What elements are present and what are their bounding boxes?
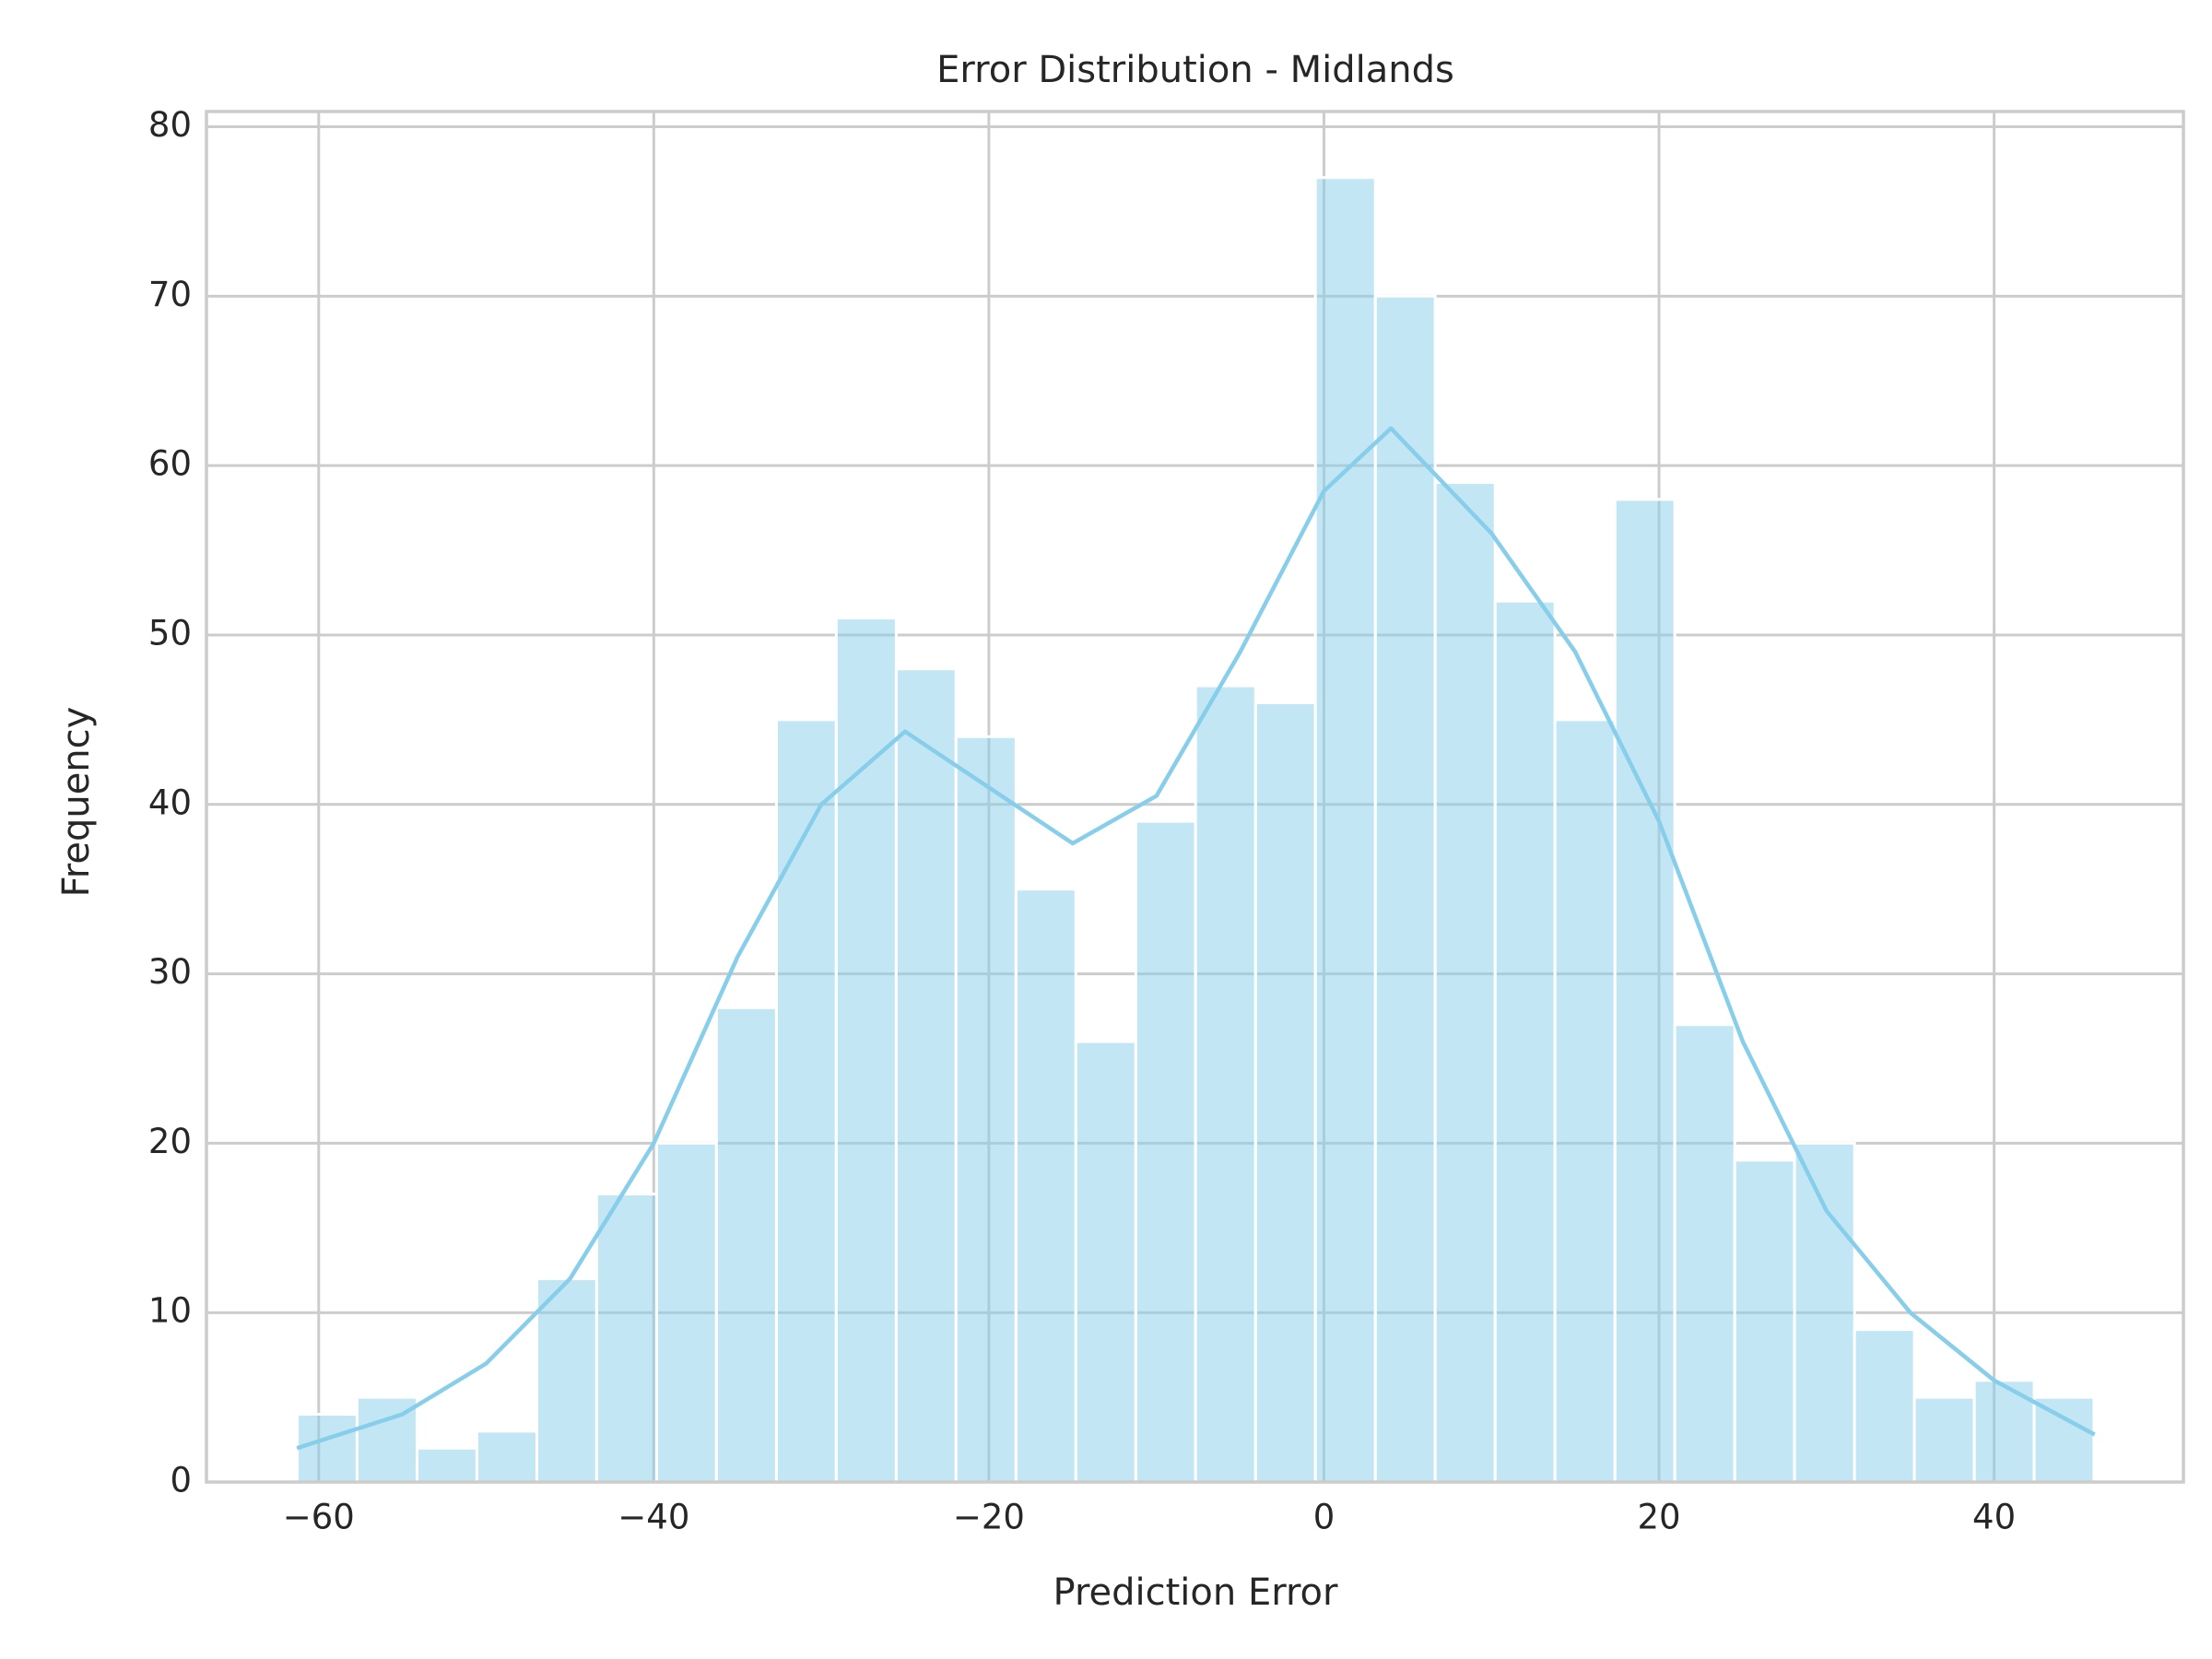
bar [1733,1159,1796,1484]
y-tick-label: 30 [148,952,192,992]
bar [1493,599,1557,1484]
x-axis-label: Prediction Error [1053,1571,1338,1614]
bar [714,1006,778,1484]
y-tick-label: 40 [148,782,192,822]
x-tick-label: −40 [618,1498,689,1537]
kde-line [296,426,2096,1451]
bar [1793,1141,1856,1484]
chart-title: Error Distribution - Midlands [936,49,1454,91]
bar [1373,294,1437,1484]
bar [1134,819,1197,1484]
x-tick-label: 40 [1972,1498,2016,1537]
axes-frame [205,110,2185,1484]
bar [296,1412,359,1484]
bar [355,1395,418,1484]
bar [1194,684,1257,1484]
bar [1313,176,1377,1484]
bar [1074,1040,1137,1484]
bar [654,1141,718,1484]
bar [834,617,898,1484]
x-tick-label: 0 [1313,1498,1335,1537]
bar [415,1446,478,1484]
bar [1853,1328,1916,1484]
bar [1912,1395,1976,1484]
bar [1433,481,1497,1484]
y-tick-label: 10 [148,1291,192,1331]
y-tick-label: 70 [148,275,192,314]
x-tick-label: −20 [953,1498,1025,1537]
bar [475,1430,538,1484]
bar [954,735,1018,1484]
bar [1613,498,1677,1484]
bar [535,1277,598,1484]
x-tick-label: −60 [283,1498,355,1537]
bar [2032,1395,2096,1484]
y-tick-label: 20 [148,1122,192,1161]
y-tick-label: 80 [148,105,192,145]
bar [1014,888,1077,1484]
bar [1553,718,1617,1484]
bar [1673,1023,1736,1484]
y-tick-label: 60 [148,444,192,484]
y-tick-label: 50 [148,613,192,653]
y-tick-label: 0 [170,1461,192,1500]
bar [894,667,958,1484]
bar [1253,700,1317,1484]
x-tick-label: 20 [1637,1498,1680,1537]
bar [594,1193,658,1484]
y-axis-label: Frequency [55,707,98,898]
